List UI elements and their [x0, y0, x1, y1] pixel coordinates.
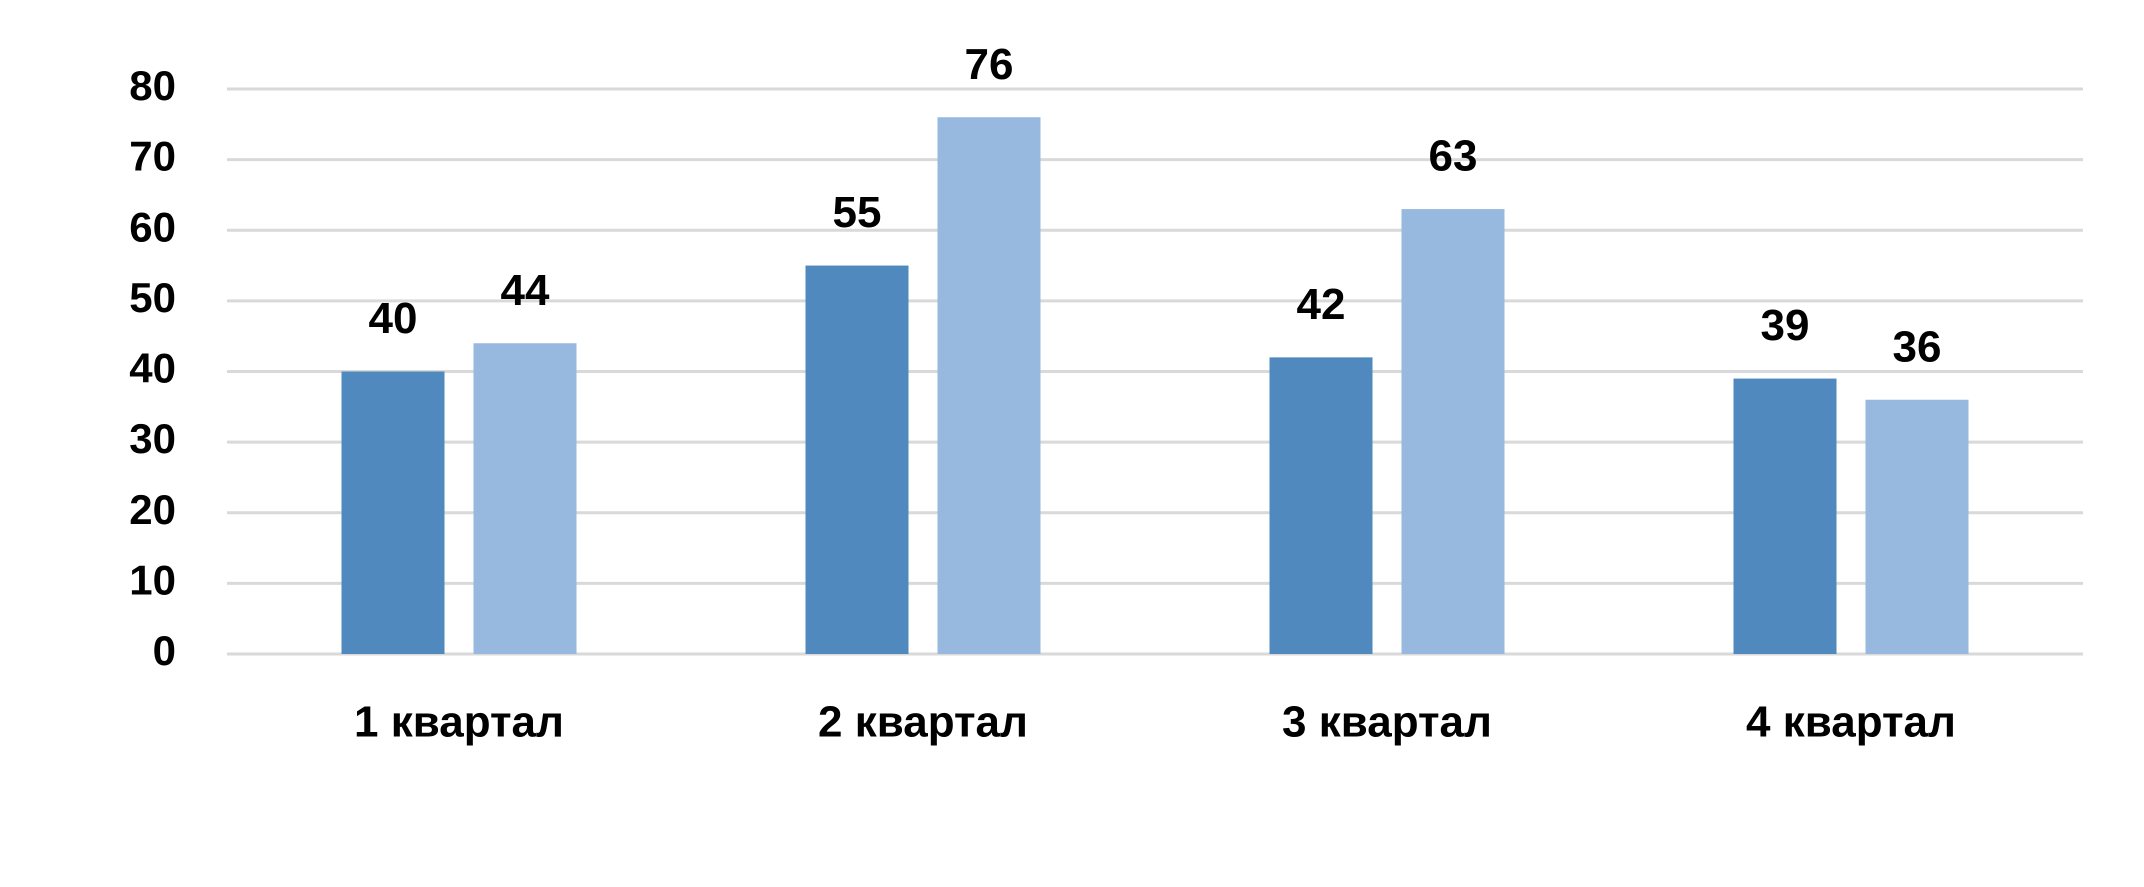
- y-tick-label: 70: [129, 133, 176, 180]
- bar: [937, 117, 1041, 654]
- x-tick-label: 2 квартал: [818, 698, 1028, 747]
- y-tick-label: 50: [129, 274, 176, 321]
- bar: [1269, 357, 1373, 654]
- y-tick-label: 60: [129, 203, 176, 250]
- data-label: 36: [1893, 322, 1942, 371]
- y-tick-label: 20: [129, 486, 176, 533]
- x-tick-label: 4 квартал: [1746, 698, 1956, 747]
- data-label: 42: [1297, 280, 1346, 329]
- y-tick-label: 10: [129, 556, 176, 603]
- bar: [1401, 209, 1505, 654]
- bar: [473, 343, 577, 654]
- data-label: 39: [1761, 301, 1810, 350]
- data-label: 55: [833, 188, 882, 237]
- data-label: 63: [1429, 132, 1478, 181]
- y-tick-label: 80: [129, 62, 176, 109]
- data-label: 76: [965, 40, 1014, 89]
- y-tick-label: 30: [129, 415, 176, 462]
- y-tick-label: 0: [153, 627, 176, 674]
- bar: [1865, 399, 1969, 654]
- bar: [341, 371, 445, 654]
- x-tick-label: 1 квартал: [354, 698, 564, 747]
- bar: [1733, 378, 1837, 654]
- data-label: 44: [501, 266, 550, 315]
- y-tick-label: 40: [129, 345, 176, 392]
- x-tick-label: 3 квартал: [1282, 698, 1492, 747]
- bar: [805, 265, 909, 654]
- data-label: 40: [369, 294, 418, 343]
